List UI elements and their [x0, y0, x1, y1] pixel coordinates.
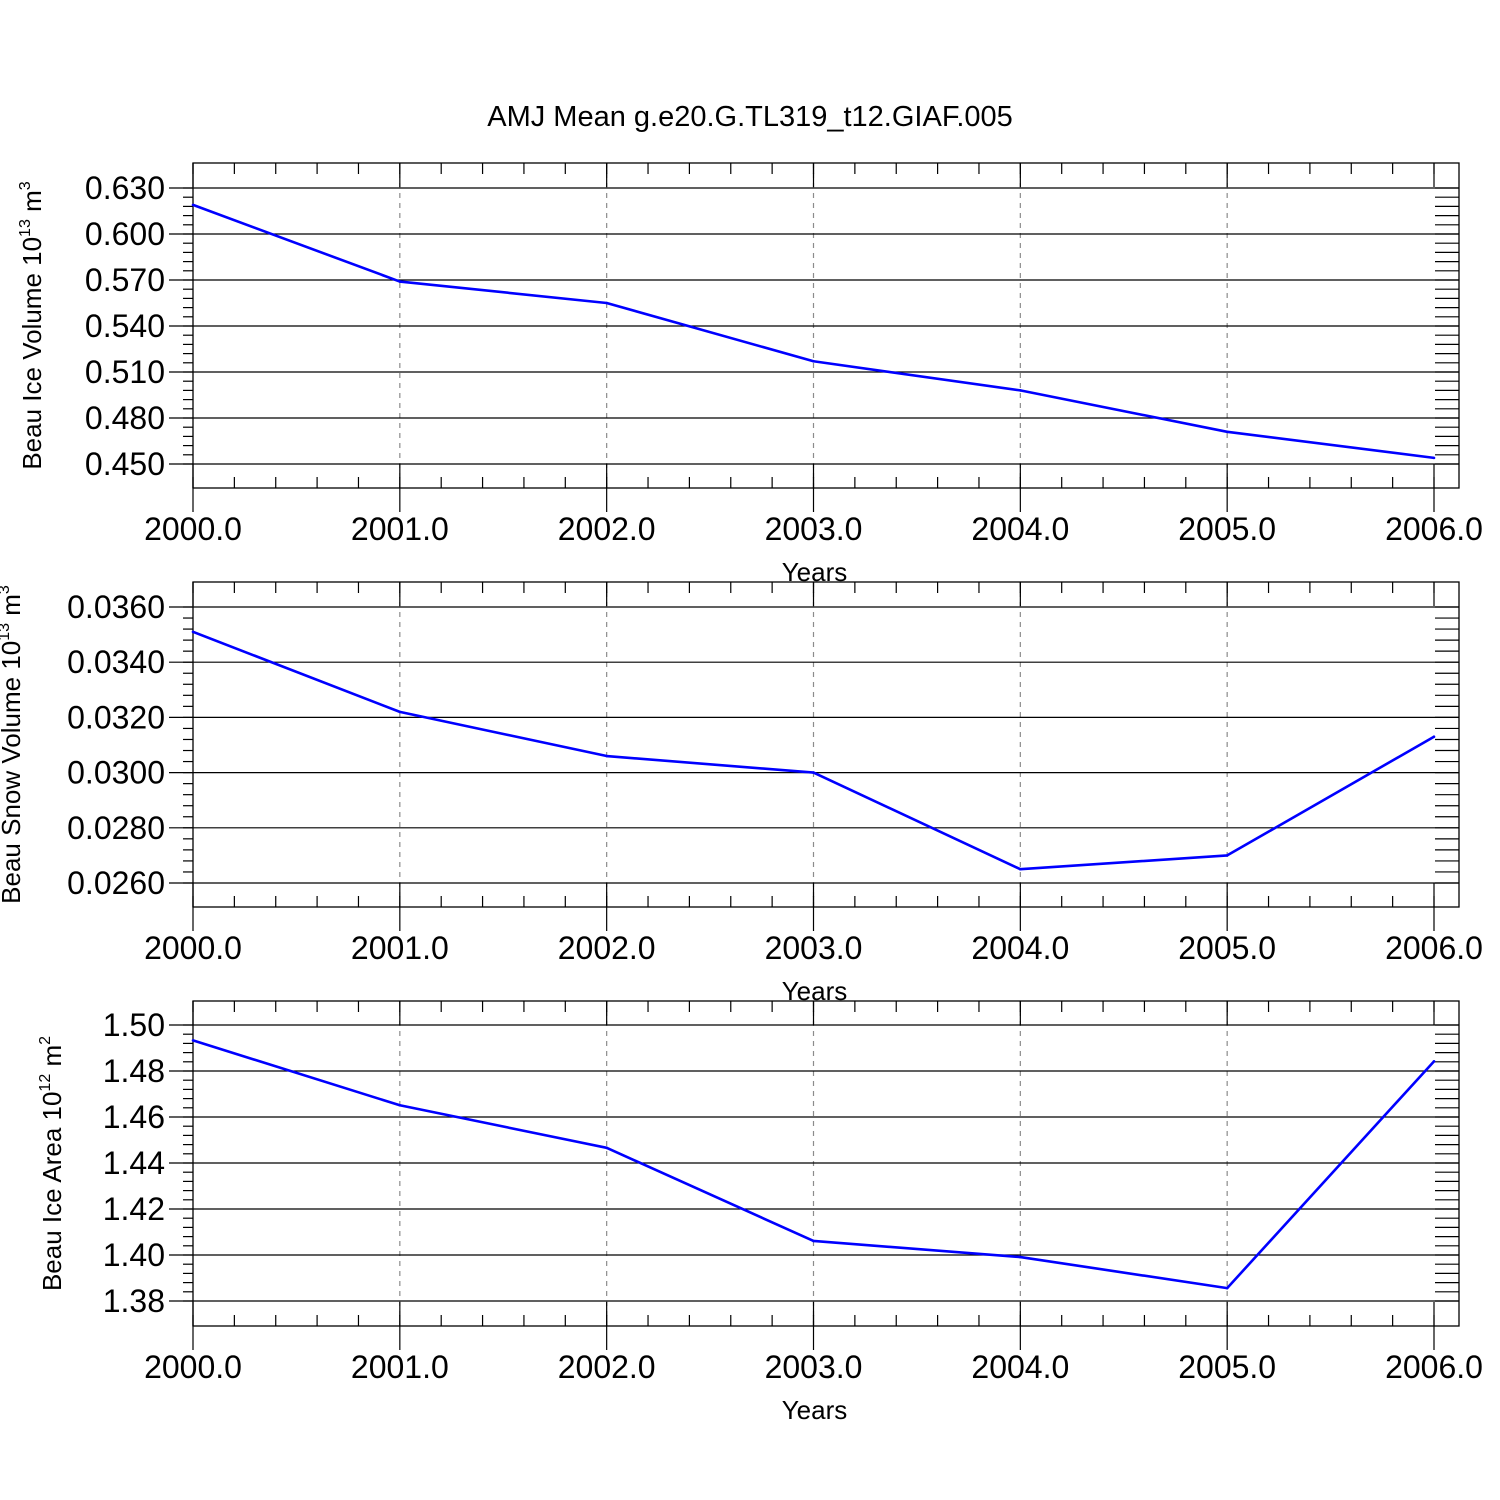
- y-tick-label: 1.42: [103, 1191, 165, 1227]
- x-tick-label: 2004.0: [971, 511, 1069, 547]
- data-point: [1019, 1255, 1022, 1259]
- y-tick-label: 1.46: [103, 1099, 165, 1135]
- x-tick-label: 2002.0: [558, 1349, 656, 1385]
- y-tick-label: 0.630: [85, 170, 165, 206]
- x-tick-label: 2003.0: [765, 930, 863, 966]
- chart-panel-1: 0.450 0.480 0.510 0.540 0.570 0.600 0.630 2000.…: [17, 162, 1483, 587]
- x-tick-label: 2006.0: [1385, 930, 1483, 966]
- y-tick-label: 0.0360: [67, 589, 165, 625]
- x-axis-label: Years: [782, 1395, 848, 1425]
- data-point: [191, 203, 195, 207]
- y-tick-label: 0.570: [85, 262, 165, 298]
- y-tick-label: 1.44: [103, 1145, 165, 1181]
- data-point: [812, 1239, 815, 1243]
- data-point: [1432, 456, 1436, 460]
- series-line: [192, 203, 1435, 460]
- y-tick-label: 1.48: [103, 1053, 165, 1089]
- x-tick-label: 2000.0: [144, 930, 242, 966]
- panels: 0.450 0.480 0.510 0.540 0.570 0.600 0.630 2000.…: [0, 162, 1483, 1425]
- figure-title: AMJ Mean g.e20.G.TL319_t12.GIAF.005: [487, 101, 1013, 133]
- plot-frame: [192, 581, 1460, 908]
- y-tick-label: 1.50: [103, 1007, 165, 1043]
- y-axis-label: Beau Ice Area 1012 m2: [37, 1036, 67, 1291]
- data-point: [812, 771, 815, 774]
- data-point: [605, 1146, 608, 1150]
- y-tick-label: 0.0340: [67, 644, 165, 680]
- x-tick-label: 2000.0: [144, 1349, 242, 1385]
- x-tick-label: 2005.0: [1178, 511, 1276, 547]
- y-tick-label: 0.0260: [67, 865, 165, 901]
- data-point: [605, 754, 608, 758]
- data-point: [1225, 430, 1229, 434]
- data-point: [1432, 1060, 1436, 1063]
- y-axis-label: Beau Snow Volume 1013 m3: [0, 585, 26, 904]
- data-point: [398, 1103, 402, 1107]
- chart-panel-3: 1.38 1.40 1.42 1.44 1.46 1.48 1.50 2000.0 2001.0…: [37, 1000, 1483, 1425]
- data-point: [1225, 854, 1229, 857]
- y-tick-label: 0.0300: [67, 755, 165, 791]
- x-tick-label: 2001.0: [351, 1349, 449, 1385]
- y-tick-label: 1.38: [103, 1283, 165, 1319]
- x-tick-label: 2003.0: [765, 511, 863, 547]
- data-point: [1019, 867, 1022, 871]
- data-point: [398, 710, 402, 714]
- y-tick-label: 0.600: [85, 216, 165, 252]
- y-tick-label: 1.40: [103, 1237, 165, 1273]
- y-axis-label: Beau Ice Volume 1013 m3: [17, 181, 47, 469]
- x-tick-label: 2004.0: [971, 1349, 1069, 1385]
- y-tick-label: 0.450: [85, 446, 165, 482]
- x-tick-label: 2005.0: [1178, 1349, 1276, 1385]
- x-tick-label: 2002.0: [558, 930, 656, 966]
- data-point: [1432, 735, 1436, 739]
- x-tick-label: 2006.0: [1385, 1349, 1483, 1385]
- x-tick-label: 2001.0: [351, 511, 449, 547]
- data-point: [1019, 389, 1022, 392]
- data-point: [191, 1039, 195, 1042]
- x-tick-label: 2000.0: [144, 511, 242, 547]
- y-tick-label: 0.510: [85, 354, 165, 390]
- x-tick-label: 2004.0: [971, 930, 1069, 966]
- data-point: [812, 359, 815, 363]
- data-point: [605, 301, 608, 305]
- x-tick-label: 2003.0: [765, 1349, 863, 1385]
- data-point: [1225, 1286, 1229, 1290]
- data-point: [398, 280, 402, 283]
- x-tick-label: 2005.0: [1178, 930, 1276, 966]
- x-tick-label: 2001.0: [351, 930, 449, 966]
- data-point: [191, 630, 195, 634]
- x-tick-label: 2006.0: [1385, 511, 1483, 547]
- x-tick-label: 2002.0: [558, 511, 656, 547]
- y-tick-label: 0.480: [85, 400, 165, 436]
- y-tick-label: 0.540: [85, 308, 165, 344]
- chart-panel-2: 0.0260 0.0280 0.0300 0.0320 0.0340 0.0360 2000…: [0, 581, 1483, 1006]
- y-tick-label: 0.0320: [67, 699, 165, 735]
- y-tick-label: 0.0280: [67, 810, 165, 846]
